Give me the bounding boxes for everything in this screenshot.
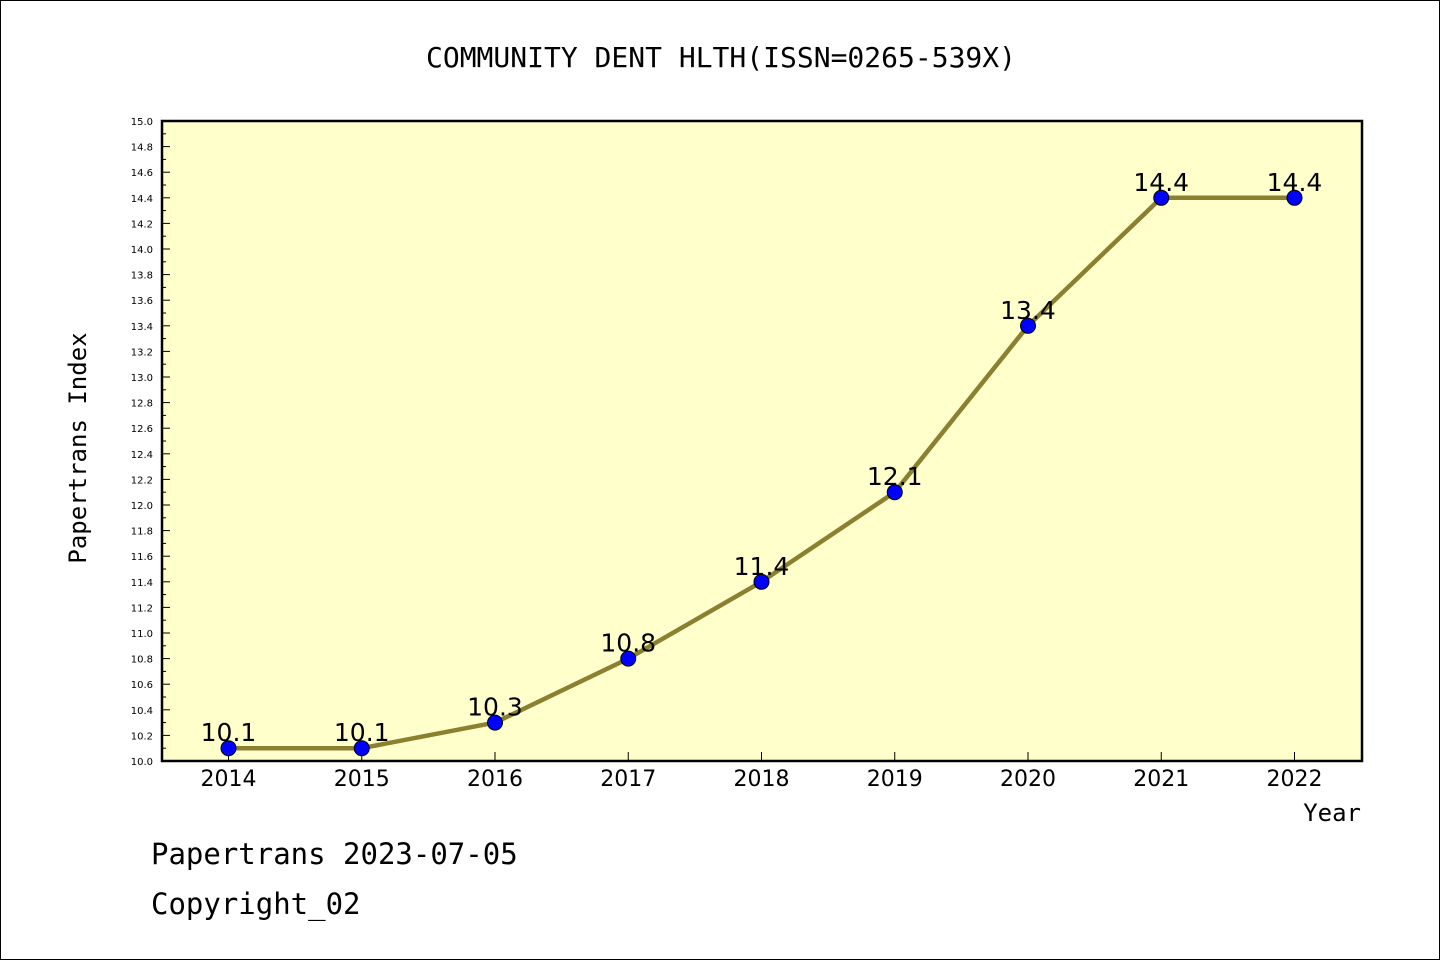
data-points — [220, 189, 1303, 757]
y-tick-label: 13.4 — [131, 322, 153, 333]
data-label: 12.1 — [867, 462, 923, 491]
y-tick-label: 13.8 — [131, 271, 153, 282]
data-point — [487, 714, 503, 731]
data-point — [1286, 189, 1303, 206]
footer-copyright: Copyright_02 — [151, 887, 361, 921]
footer-date: Papertrans 2023-07-05 — [151, 837, 518, 871]
data-point — [753, 573, 770, 590]
data-label: 14.4 — [1267, 168, 1323, 197]
y-tick-label: 12.6 — [131, 424, 153, 435]
data-label: 13.4 — [1000, 296, 1056, 325]
y-tick-label: 13.2 — [131, 347, 153, 358]
plot-area — [160, 119, 1364, 763]
y-axis: 10.0 10.2 10.4 10.6 10.8 11.0 11.2 11.4 11.6 11.8… — [131, 117, 170, 768]
x-tick-label: 2014 — [201, 767, 257, 792]
x-tick-label: 2020 — [1000, 767, 1056, 792]
y-tick-label: 11.2 — [131, 603, 153, 614]
y-axis-title: Papertrans Index — [64, 332, 92, 563]
y-tick-label: 11.0 — [131, 629, 153, 640]
x-tick-label: 2021 — [1133, 767, 1189, 792]
y-tick-label: 14.8 — [131, 143, 153, 154]
y-tick-label: 10.8 — [131, 655, 153, 666]
data-label: 10.1 — [201, 718, 257, 747]
data-label: 10.3 — [467, 693, 523, 722]
data-label: 10.8 — [600, 629, 656, 658]
data-point — [1020, 317, 1036, 334]
y-tick-label: 12.8 — [131, 399, 153, 410]
x-tick-label: 2015 — [334, 767, 390, 792]
x-tick-label: 2022 — [1267, 767, 1323, 792]
y-tick-label: 11.8 — [131, 527, 153, 538]
y-tick-label: 12.4 — [131, 450, 153, 461]
x-tick-label: 2017 — [600, 767, 656, 792]
y-tick-label: 15.0 — [131, 117, 153, 128]
y-tick-label: 10.2 — [131, 731, 153, 742]
x-axis: 2014 2015 2016 2017 2018 2019 2020 2021 2022 — [201, 752, 1323, 792]
y-tick-label: 14.0 — [131, 245, 153, 256]
y-tick-label: 10.4 — [131, 706, 153, 717]
chart-title: COMMUNITY DENT HLTH(ISSN=0265-539X) — [426, 41, 1016, 74]
y-tick-label: 12.2 — [131, 475, 153, 486]
data-point — [1153, 189, 1170, 206]
data-label: 11.4 — [734, 552, 790, 581]
y-tick-label: 10.0 — [131, 757, 153, 768]
y-tick-label: 11.4 — [131, 578, 153, 589]
data-point — [886, 484, 903, 501]
y-tick-label: 14.4 — [131, 194, 153, 205]
x-tick-label: 2019 — [867, 767, 923, 792]
x-tick-label: 2016 — [467, 767, 523, 792]
x-tick-label: 2018 — [734, 767, 790, 792]
y-tick-label: 10.6 — [131, 680, 153, 691]
y-tick-label: 14.2 — [131, 219, 153, 230]
y-tick-label: 14.6 — [131, 168, 153, 179]
data-point — [220, 740, 237, 757]
x-axis-title: Year — [1303, 799, 1361, 827]
y-tick-label: 13.6 — [131, 296, 153, 307]
data-labels: 10.1 10.1 10.3 10.8 11.4 12.1 13.4 14.4 14.4 — [201, 168, 1323, 747]
data-point — [353, 740, 370, 757]
y-tick-label: 12.0 — [131, 501, 153, 512]
data-label: 14.4 — [1133, 168, 1189, 197]
y-tick-label: 11.6 — [131, 552, 153, 563]
data-label: 10.1 — [334, 718, 390, 747]
y-tick-label: 13.0 — [131, 373, 153, 384]
data-point — [620, 650, 637, 667]
